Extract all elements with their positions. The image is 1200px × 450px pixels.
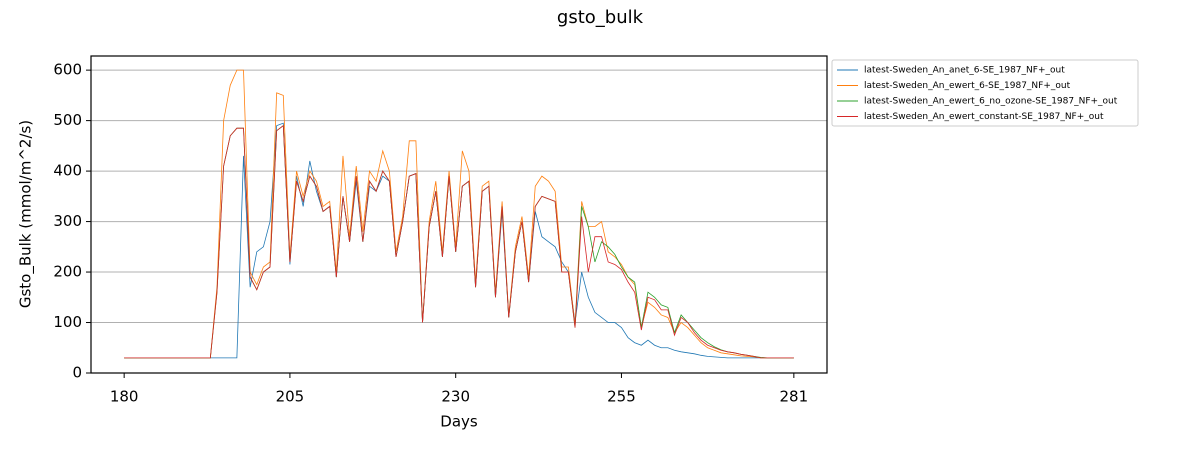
legend-label: latest-Sweden_An_ewert_constant-SE_1987_… bbox=[864, 112, 1104, 122]
legend: latest-Sweden_An_anet_6-SE_1987_NF+_outl… bbox=[831, 59, 1139, 127]
x-tick-label: 255 bbox=[607, 388, 636, 406]
x-tick-label: 230 bbox=[441, 388, 470, 406]
legend-label: latest-Sweden_An_ewert_6_no_ozone-SE_198… bbox=[864, 97, 1118, 107]
y-axis-label: Gsto_Bulk (mmol/m^2/s) bbox=[17, 120, 36, 308]
y-tick-label: 0 bbox=[72, 364, 82, 382]
y-tick-label: 100 bbox=[53, 313, 82, 331]
x-axis-label: Days bbox=[440, 413, 478, 431]
x-tick-label: 180 bbox=[110, 388, 139, 406]
y-tick-label: 300 bbox=[53, 212, 82, 230]
y-tick-label: 200 bbox=[53, 263, 82, 281]
series-line bbox=[124, 124, 794, 359]
legend-label: latest-Sweden_An_ewert_6-SE_1987_NF+_out bbox=[864, 81, 1071, 91]
x-tick-label: 281 bbox=[780, 388, 809, 406]
y-tick-label: 500 bbox=[53, 111, 82, 129]
chart-title: gsto_bulk bbox=[557, 7, 644, 28]
legend-label: latest-Sweden_An_anet_6-SE_1987_NF+_out bbox=[864, 66, 1065, 76]
series-line bbox=[124, 69, 794, 359]
y-tick-label: 400 bbox=[53, 162, 82, 180]
x-tick-label: 205 bbox=[276, 388, 305, 406]
y-tick-label: 600 bbox=[53, 61, 82, 79]
legend-box bbox=[831, 59, 1139, 127]
plot-frame bbox=[90, 55, 828, 374]
